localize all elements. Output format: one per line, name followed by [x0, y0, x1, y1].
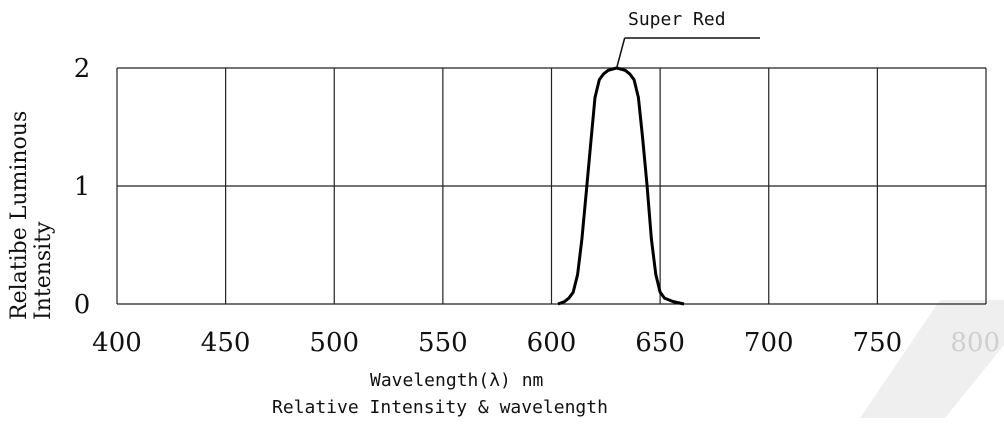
y-tick-label-1: 1: [74, 172, 91, 202]
x-tick-label-700: 700: [744, 328, 794, 358]
x-axis-title: Wavelength(λ) nm: [370, 370, 543, 391]
tick-labels: 400 450 500 550 600 650 700 750 800 0 1 2: [74, 54, 1000, 358]
x-tick-label-750: 750: [853, 328, 903, 358]
y-tick-label-2: 2: [74, 54, 91, 84]
annotation-leader: [615, 37, 626, 69]
x-tick-label-650: 650: [635, 328, 685, 358]
chart-title: Relative Intensity & wavelength: [272, 397, 608, 418]
x-tick-label-400: 400: [92, 328, 142, 358]
y-tick-label-0: 0: [74, 290, 91, 320]
x-tick-label-500: 500: [309, 328, 359, 358]
grid: [116, 67, 987, 305]
annotation-super-red: Super Red: [628, 9, 726, 30]
y-axis-label-line1: Relatibe Luminous: [7, 111, 32, 320]
x-tick-label-600: 600: [527, 328, 577, 358]
x-tick-label-800: 800: [950, 328, 1000, 358]
x-tick-label-450: 450: [201, 328, 251, 358]
y-axis-label-line2: Intensity: [31, 221, 56, 320]
watermark-band: [860, 300, 1004, 418]
x-tick-label-550: 550: [418, 328, 468, 358]
